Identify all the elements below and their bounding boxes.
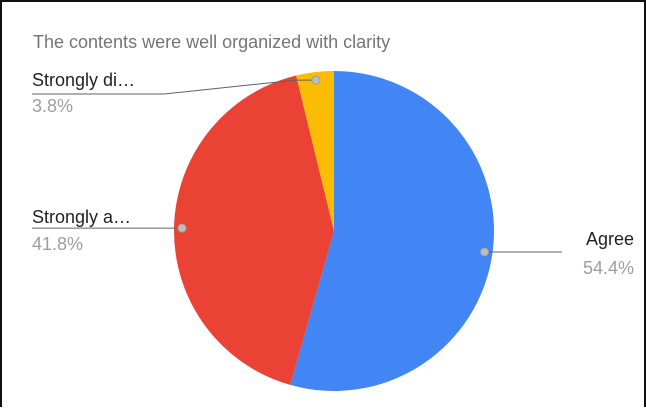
leader-dot-strongly-a: [177, 223, 187, 233]
pie-slices: [173, 71, 494, 391]
leader-line-strongly-di: [32, 79, 316, 95]
slice-label-agree: Agree: [586, 229, 634, 249]
leader-lines: [32, 75, 562, 257]
slice-percent-strongly-di: 3.8%: [32, 96, 73, 116]
slice-percent-agree: 54.4%: [583, 258, 634, 278]
slice-label-strongly-di: Strongly di…: [32, 70, 135, 90]
pie-slice-agree: [290, 71, 494, 391]
leader-dot-agree: [480, 247, 490, 257]
slice-label-strongly-a: Strongly a…: [32, 207, 131, 227]
pie-slice-strongly-a: [173, 75, 334, 385]
slice-percent-strongly-a: 41.8%: [32, 234, 83, 254]
pie-slice-strongly-di: [296, 71, 334, 231]
chart-title: The contents were well organized with cl…: [33, 32, 391, 52]
leader-dot-strongly-di: [311, 75, 321, 85]
slice-labels: Agree 54.4% Strongly a… 41.8% Strongly di… 3.…: [32, 70, 634, 278]
